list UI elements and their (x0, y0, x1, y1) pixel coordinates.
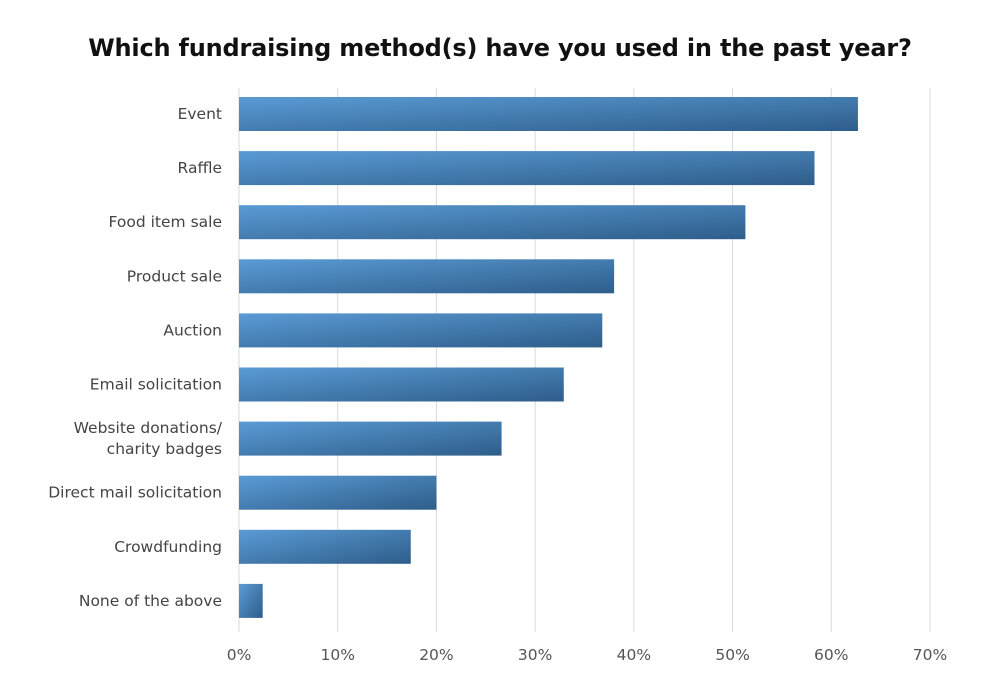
x-tick-label: 40% (617, 646, 651, 664)
x-tick-label: 10% (320, 646, 354, 664)
x-tick-label: 0% (227, 646, 252, 664)
bar (239, 97, 858, 131)
bar (239, 313, 603, 348)
bar (239, 475, 437, 510)
category-label: Food item sale (109, 213, 222, 231)
x-tick-label: 20% (419, 646, 453, 664)
category-label: Event (178, 105, 222, 123)
category-label: Email solicitation (90, 376, 222, 394)
x-tick-label: 70% (913, 646, 947, 664)
x-tick-label: 50% (715, 646, 749, 664)
bar (239, 259, 615, 294)
bar (239, 529, 411, 564)
category-labels: Event Raffle Food item sale Product sale Auc… (48, 105, 223, 610)
category-label: Raffle (178, 159, 222, 177)
bar (239, 151, 815, 186)
x-tick-label: 30% (518, 646, 552, 664)
chart-title: Which fundraising method(s) have you use… (88, 34, 912, 62)
x-tick-label: 60% (814, 646, 848, 664)
category-label: Crowdfunding (114, 538, 222, 556)
category-label: Direct mail solicitation (48, 484, 222, 502)
bars (239, 97, 858, 618)
bar (239, 583, 263, 618)
bar (239, 205, 746, 240)
category-label: Auction (163, 321, 222, 339)
category-label: None of the above (79, 592, 222, 610)
category-label: Website donations/ (74, 419, 223, 437)
bar (239, 367, 564, 402)
category-label: charity badges (107, 440, 222, 458)
bar (239, 421, 502, 456)
x-axis-tick-labels: 0% 10% 20% 30% 40% 50% 60% 70% (227, 646, 948, 664)
category-label: Product sale (127, 267, 222, 285)
